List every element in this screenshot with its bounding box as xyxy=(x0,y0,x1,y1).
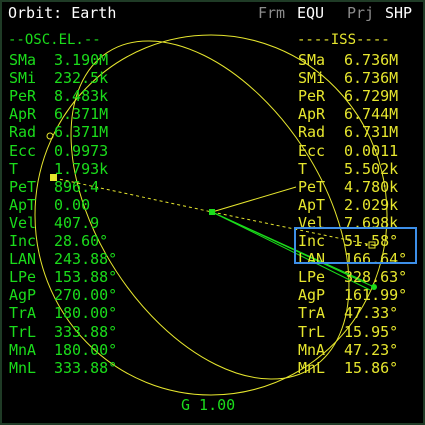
right-row-label-ecc: Ecc xyxy=(298,141,326,160)
left-panel-heading: --OSC.EL.-- xyxy=(8,32,101,48)
right-row-label-inc: Inc xyxy=(298,232,326,250)
left-row-label-smi: SMi xyxy=(9,69,37,88)
left-row-label-vel: Vel xyxy=(9,213,37,232)
right-row-label-per: PeR xyxy=(298,87,326,106)
right-row-value-ecc: 0.0011 xyxy=(344,141,399,160)
left-row-label-lpe: LPe xyxy=(9,268,37,287)
mfd-title: Orbit: Earth xyxy=(8,4,117,22)
selection-box xyxy=(294,227,417,264)
left-row-label-mna: MnA xyxy=(9,340,37,359)
right-row-label-sma: SMa xyxy=(298,51,326,69)
right-row-value-inc: 51.58° xyxy=(344,232,399,250)
right-row-label-pet: PeT xyxy=(298,177,326,196)
left-row-value-agp: 270.00° xyxy=(54,286,118,305)
left-row-label-sma: SMa xyxy=(9,51,37,69)
right-row-value-mnl: 15.86° xyxy=(344,358,399,377)
left-row-label-apr: ApR xyxy=(9,105,37,124)
right-row-label-smi: SMi xyxy=(298,69,326,88)
left-row-label-ecc: Ecc xyxy=(9,141,37,160)
right-row-value-tra: 47.33° xyxy=(344,304,399,323)
right-row-value-pet: 4.780k xyxy=(344,177,399,196)
right-row-value-apr: 6.744M xyxy=(344,105,399,124)
right-row-value-rad: 6.731M xyxy=(344,123,399,142)
right-row-value-mna: 47.23° xyxy=(344,340,399,359)
right-row-label-mna: MnA xyxy=(298,340,326,359)
apoapsis-marker xyxy=(46,132,54,140)
right-row-label-tra: TrA xyxy=(298,304,326,323)
planet-marker xyxy=(209,209,215,215)
left-row-value-apt: 0.00 xyxy=(54,195,91,214)
left-row-value-ecc: 0.9973 xyxy=(54,141,109,160)
node-line xyxy=(211,186,297,213)
left-row-value-pet: 896.4 xyxy=(54,177,100,196)
right-row-label-trl: TrL xyxy=(298,322,326,341)
node-marker xyxy=(368,241,376,249)
scale-label: G 1.00 xyxy=(181,396,236,414)
left-row-value-inc: 28.60° xyxy=(54,232,109,250)
right-row-value-lpe: 328.63° xyxy=(344,268,408,287)
right-row-value-smi: 6.736M xyxy=(344,69,399,88)
left-row-value-trl: 333.88° xyxy=(54,322,118,341)
left-row-value-vel: 407.9 xyxy=(54,213,100,232)
proj-button[interactable]: Prj xyxy=(347,4,375,22)
left-row-value-t: 1.793k xyxy=(54,159,109,178)
right-row-value-trl: 15.95° xyxy=(344,322,399,341)
left-row-label-rad: Rad xyxy=(9,123,37,142)
left-row-value-per: 8.483k xyxy=(54,87,109,106)
left-row-value-tra: 180.00° xyxy=(54,304,118,323)
left-row-label-tra: TrA xyxy=(9,304,37,323)
equ-button[interactable]: EQU xyxy=(297,4,325,22)
right-row-label-apt: ApT xyxy=(298,195,326,214)
right-row-value-t: 5.502k xyxy=(344,159,399,178)
right-row-value-apt: 2.029k xyxy=(344,195,399,214)
right-row-value-per: 6.729M xyxy=(344,87,399,106)
left-row-label-inc: Inc xyxy=(9,232,37,250)
left-row-label-lan: LAN xyxy=(9,250,37,269)
left-row-value-apr: 6.371M xyxy=(54,105,109,124)
radius-vector-2 xyxy=(211,211,371,291)
right-row-label-t: T xyxy=(298,159,308,178)
left-row-label-t: T xyxy=(9,159,19,178)
left-row-value-mna: 180.00° xyxy=(54,340,118,359)
right-row-label-rad: Rad xyxy=(298,123,326,142)
right-row-label-agp: AgP xyxy=(298,286,326,305)
craft-position xyxy=(371,284,377,290)
left-row-label-pet: PeT xyxy=(9,177,37,196)
shp-button[interactable]: SHP xyxy=(385,4,413,22)
left-row-label-per: PeR xyxy=(9,87,37,106)
left-row-value-rad: 6.371M xyxy=(54,123,109,142)
right-row-value-sma: 6.736M xyxy=(344,51,399,69)
right-row-label-mnl: MnL xyxy=(298,358,326,377)
left-row-label-agp: AgP xyxy=(9,286,37,305)
left-row-value-mnl: 333.88° xyxy=(54,358,118,377)
left-row-label-trl: TrL xyxy=(9,322,37,341)
own-orbit-ellipse xyxy=(70,40,350,380)
left-row-label-apt: ApT xyxy=(9,195,37,214)
apsides-line xyxy=(53,177,213,213)
periapsis-marker xyxy=(50,174,57,181)
left-row-value-sma: 3.190M xyxy=(54,51,109,69)
right-panel-heading: ----ISS---- xyxy=(297,32,390,48)
right-row-value-agp: 161.99° xyxy=(344,286,408,305)
left-row-label-mnl: MnL xyxy=(9,358,37,377)
radius-vector-3 xyxy=(211,211,367,283)
target-orbit-ellipse xyxy=(34,34,388,396)
left-row-value-lpe: 153.88° xyxy=(54,268,118,287)
right-row-label-apr: ApR xyxy=(298,105,326,124)
right-row-label-lpe: LPe xyxy=(298,268,326,287)
frame-button[interactable]: Frm xyxy=(258,4,286,22)
left-row-value-lan: 243.88° xyxy=(54,250,118,269)
left-row-value-smi: 232.5k xyxy=(54,69,109,88)
